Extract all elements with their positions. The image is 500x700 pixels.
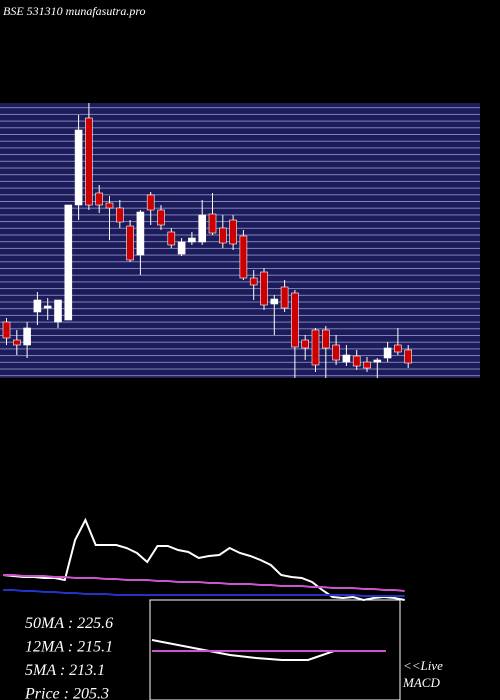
candle-body bbox=[198, 214, 206, 243]
candle-body bbox=[363, 361, 371, 369]
indicator-label: 5MA : 213.1 bbox=[25, 662, 105, 679]
candle-body bbox=[208, 213, 217, 234]
candle-body bbox=[260, 271, 268, 306]
indicator-line bbox=[3, 589, 405, 597]
candle-body bbox=[219, 227, 227, 244]
candle-body bbox=[157, 209, 165, 226]
candle-body bbox=[352, 355, 361, 367]
candle-body bbox=[33, 299, 42, 313]
candle-body bbox=[249, 277, 258, 286]
candle-body bbox=[239, 235, 248, 279]
indicator-label: Price : 205.3 bbox=[24, 686, 109, 700]
candle-body bbox=[177, 241, 186, 255]
macd-box bbox=[149, 599, 401, 700]
candle-body bbox=[136, 211, 145, 256]
candle-body bbox=[280, 286, 289, 309]
candle-body bbox=[54, 299, 62, 323]
candle-body bbox=[43, 305, 52, 309]
chart-title: BSE 531310 munafasutra.pro bbox=[3, 4, 146, 18]
candle-body bbox=[373, 359, 382, 363]
candle-body bbox=[383, 347, 392, 359]
candle-body bbox=[332, 344, 340, 361]
candle-body bbox=[105, 202, 114, 209]
candle-body bbox=[23, 327, 31, 346]
candle-body bbox=[301, 339, 310, 349]
candle-body bbox=[342, 354, 351, 363]
indicator-line bbox=[2, 517, 405, 602]
candle-body bbox=[13, 339, 21, 346]
indicator-label: MACD bbox=[402, 675, 440, 690]
candle-body bbox=[270, 298, 279, 305]
candle-body bbox=[64, 204, 73, 321]
candle-body bbox=[167, 231, 176, 246]
candle-body bbox=[126, 225, 134, 261]
candle-body bbox=[146, 194, 155, 211]
candle-body bbox=[2, 321, 11, 339]
indicator-line bbox=[3, 574, 405, 592]
candle-body bbox=[95, 192, 103, 206]
candle-body bbox=[321, 329, 330, 349]
candle-body bbox=[74, 129, 83, 206]
candle-body bbox=[188, 237, 196, 243]
indicator-label: 50MA : 225.6 bbox=[25, 615, 113, 632]
indicator-label: 12MA : 215.1 bbox=[25, 639, 113, 656]
candle-body bbox=[85, 117, 93, 206]
candle-body bbox=[404, 349, 413, 364]
candle-body bbox=[311, 329, 320, 366]
candle-body bbox=[291, 292, 299, 348]
candle-body bbox=[116, 207, 124, 223]
candle-body bbox=[394, 344, 402, 353]
candle-body bbox=[229, 219, 237, 245]
indicator-label: <<Live bbox=[403, 658, 443, 673]
